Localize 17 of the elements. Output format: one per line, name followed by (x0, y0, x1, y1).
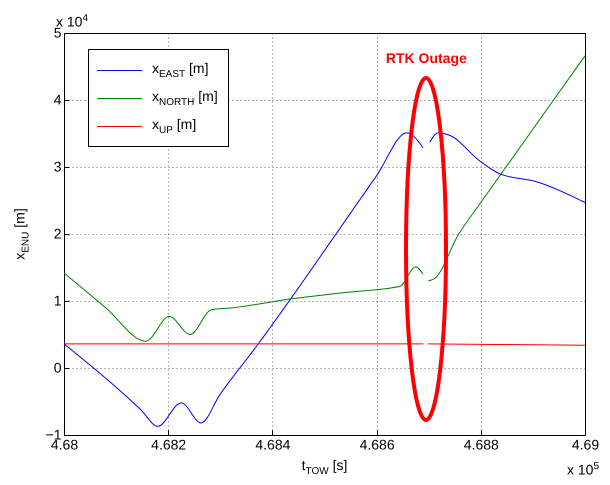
y-tick-label: 2 (54, 226, 62, 242)
y-tick-label: 4 (54, 92, 62, 108)
y-tick-label: 0 (54, 360, 62, 376)
legend-label: x$_{UP}$ [m] (152, 116, 196, 136)
annotation: RTK Outage (386, 50, 467, 66)
y-tick-label: 3 (54, 158, 62, 174)
x-tick-label: 4.686 (360, 436, 395, 452)
x-tick-label: 4.688 (464, 436, 500, 452)
x-tick-label: 4.684 (255, 436, 291, 452)
y-tick-label: 1 (54, 292, 62, 308)
x-tick-label: 4.682 (151, 436, 186, 452)
x-tick-label: 4.69 (572, 436, 600, 452)
x-axis-title: t$_{TOW}$ [s] (302, 457, 348, 477)
legend-label: x$_{EAST}$ [m] (152, 60, 208, 80)
text: x 10$^{5}$ (566, 461, 599, 478)
legend-label: x$_{NORTH}$ [m] (152, 88, 218, 108)
text: x 10$^{4}$ (56, 13, 88, 30)
